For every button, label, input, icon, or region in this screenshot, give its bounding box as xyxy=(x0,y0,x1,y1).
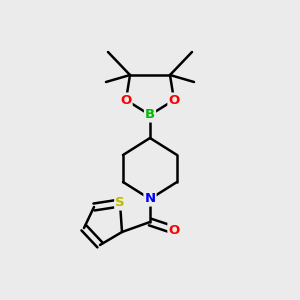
Text: B: B xyxy=(145,109,155,122)
Text: S: S xyxy=(115,196,125,209)
Text: O: O xyxy=(168,94,180,106)
Text: O: O xyxy=(120,94,132,106)
Text: N: N xyxy=(144,193,156,206)
Text: O: O xyxy=(168,224,180,236)
